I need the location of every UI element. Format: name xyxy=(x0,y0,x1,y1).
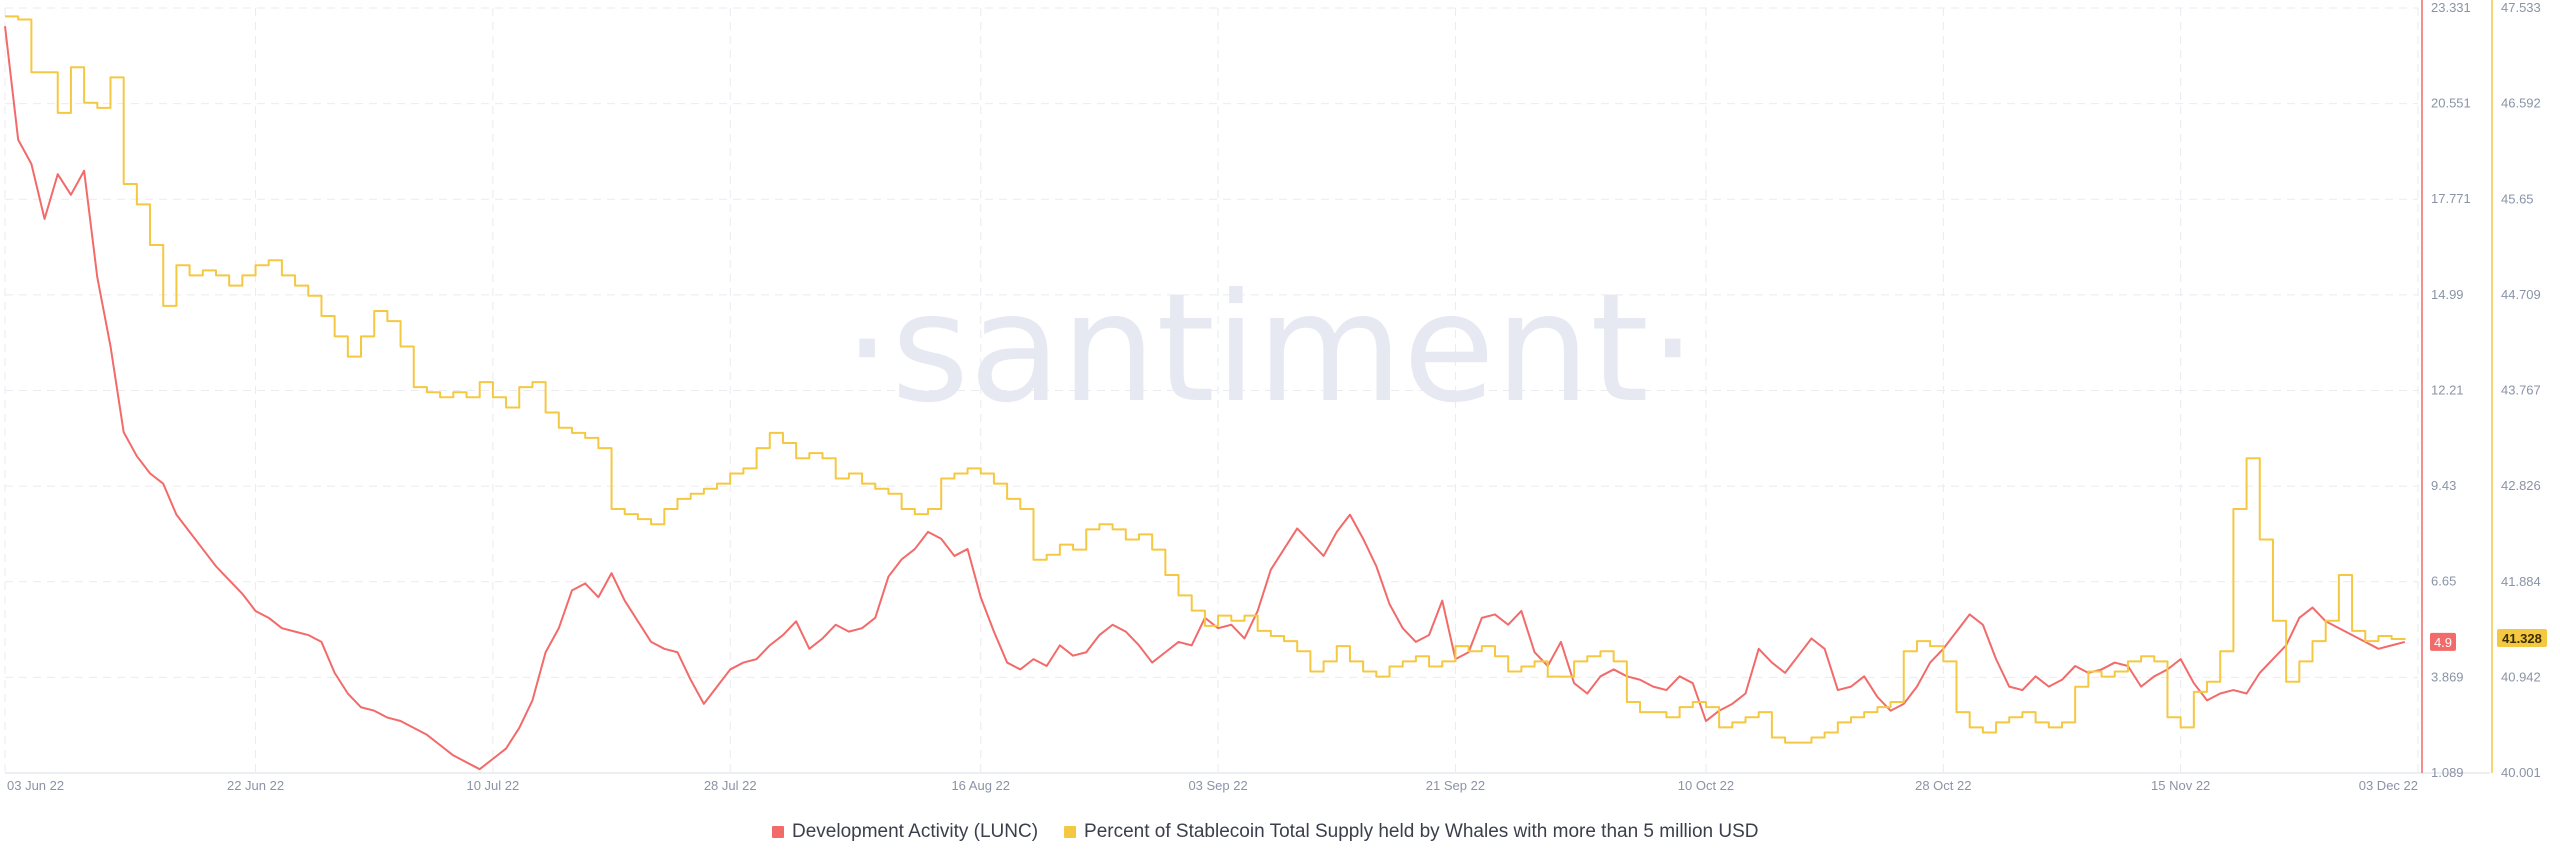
x-tick-label: 15 Nov 22 xyxy=(2151,778,2210,793)
y-left-tick-label: 3.869 xyxy=(2431,669,2464,684)
axis-right: 47.533 46.592 45.65 44.709 43.767 42.826 41.88… xyxy=(2501,0,2541,780)
y-left-tick-label: 23.331 xyxy=(2431,0,2471,15)
y-left-tick-label: 9.43 xyxy=(2431,478,2456,493)
last-value-label-right: 41.328 xyxy=(2502,631,2542,646)
last-value-badge-left xyxy=(2430,632,2456,651)
series-line-stablecoin-whales xyxy=(5,15,2406,744)
y-left-tick-label: 6.65 xyxy=(2431,574,2456,589)
x-tick-label: 03 Jun 22 xyxy=(7,778,64,793)
grid xyxy=(4,0,2493,774)
x-tick-label: 22 Jun 22 xyxy=(227,778,284,793)
y-right-tick-label: 42.826 xyxy=(2501,478,2541,493)
x-tick-label: 03 Dec 22 xyxy=(2359,778,2418,793)
y-right-tick-label: 45.65 xyxy=(2501,191,2534,206)
axis-left: 23.331 20.551 17.771 14.99 12.21 9.43 6.65 3.86… xyxy=(2431,0,2471,780)
legend: Development Activity (LUNC) Percent of St… xyxy=(772,821,1759,842)
axis-x: 03 Jun 22 22 Jun 22 10 Jul 22 28 Jul 22 16 A… xyxy=(7,778,2418,793)
y-left-tick-label: 14.99 xyxy=(2431,287,2464,302)
y-right-tick-label: 46.592 xyxy=(2501,96,2541,111)
y-right-tick-label: 41.884 xyxy=(2501,574,2541,589)
x-tick-label: 03 Sep 22 xyxy=(1188,778,1247,793)
y-right-tick-label: 43.767 xyxy=(2501,383,2541,398)
x-tick-label: 10 Jul 22 xyxy=(466,778,519,793)
last-value-badge-right xyxy=(2497,629,2547,648)
x-tick-label: 28 Jul 22 xyxy=(704,778,757,793)
series-layer: 4.9 41.328 xyxy=(4,15,2547,771)
y-left-tick-label: 17.771 xyxy=(2431,191,2471,206)
y-right-tick-label: 40.942 xyxy=(2501,669,2541,684)
y-right-tick-label: 40.001 xyxy=(2501,765,2541,780)
legend-label-development-activity: Development Activity (LUNC) xyxy=(792,821,1038,842)
legend-swatch-stablecoin-whales xyxy=(1064,826,1077,838)
legend-swatch-development-activity xyxy=(772,826,784,838)
last-value-label-left: 4.9 xyxy=(2434,635,2452,650)
y-left-tick-label: 12.21 xyxy=(2431,383,2464,398)
y-right-tick-label: 47.533 xyxy=(2501,0,2541,15)
x-tick-label: 21 Sep 22 xyxy=(1426,778,1485,793)
x-tick-label: 16 Aug 22 xyxy=(951,778,1010,793)
y-left-tick-label: 20.551 xyxy=(2431,96,2471,111)
y-left-tick-label: 1.089 xyxy=(2431,765,2464,780)
y-right-tick-label: 44.709 xyxy=(2501,287,2541,302)
legend-label-stablecoin-whales: Percent of Stablecoin Total Supply held … xyxy=(1084,821,1759,842)
x-tick-label: 10 Oct 22 xyxy=(1678,778,1734,793)
watermark: ·santiment· xyxy=(843,262,1696,436)
x-tick-label: 28 Oct 22 xyxy=(1915,778,1971,793)
